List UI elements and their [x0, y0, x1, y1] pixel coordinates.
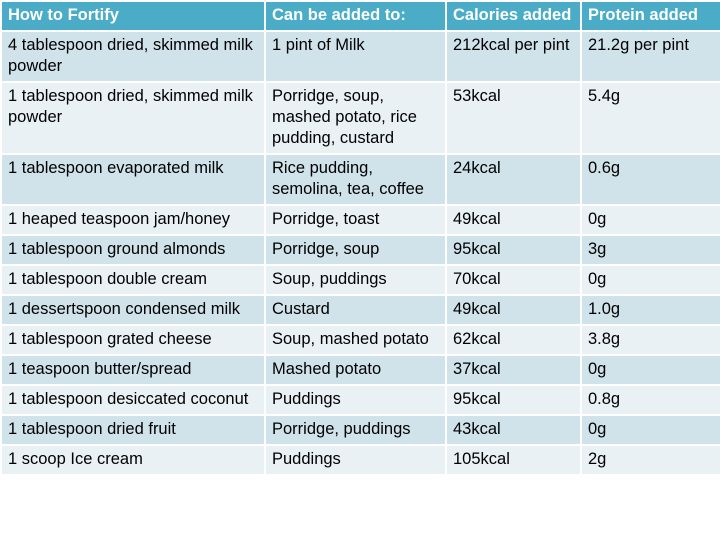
table-row: 1 tablespoon dried fruit Porridge, puddi…: [0, 414, 720, 446]
cell-calories-added: 95kcal: [445, 234, 582, 266]
cell-calories-added: 53kcal: [445, 81, 582, 155]
cell-can-be-added-to: Porridge, toast: [264, 204, 447, 236]
column-header-protein-added: Protein added: [580, 0, 720, 32]
cell-can-be-added-to: Mashed potato: [264, 354, 447, 386]
cell-how-to-fortify: 1 tablespoon desiccated coconut: [0, 384, 266, 416]
cell-protein-added: 0.8g: [580, 384, 720, 416]
column-header-can-be-added-to: Can be added to:: [264, 0, 447, 32]
table-row: 1 tablespoon ground almonds Porridge, so…: [0, 234, 720, 266]
cell-protein-added: 3.8g: [580, 324, 720, 356]
cell-protein-added: 5.4g: [580, 81, 720, 155]
cell-can-be-added-to: Rice pudding, semolina, tea, coffee: [264, 153, 447, 206]
cell-protein-added: 1.0g: [580, 294, 720, 326]
cell-calories-added: 24kcal: [445, 153, 582, 206]
table-row: 1 tablespoon evaporated milk Rice puddin…: [0, 153, 720, 206]
cell-protein-added: 3g: [580, 234, 720, 266]
cell-how-to-fortify: 1 teaspoon butter/spread: [0, 354, 266, 386]
cell-how-to-fortify: 1 tablespoon dried fruit: [0, 414, 266, 446]
cell-calories-added: 49kcal: [445, 294, 582, 326]
table-header-row: How to Fortify Can be added to: Calories…: [0, 0, 720, 32]
cell-how-to-fortify: 4 tablespoon dried, skimmed milk powder: [0, 30, 266, 83]
table-row: 1 tablespoon dried, skimmed milk powder …: [0, 81, 720, 155]
table-row: 1 tablespoon double cream Soup, puddings…: [0, 264, 720, 296]
cell-protein-added: 0g: [580, 354, 720, 386]
cell-protein-added: 0g: [580, 264, 720, 296]
cell-can-be-added-to: Custard: [264, 294, 447, 326]
cell-calories-added: 43kcal: [445, 414, 582, 446]
cell-how-to-fortify: 1 tablespoon grated cheese: [0, 324, 266, 356]
cell-how-to-fortify: 1 tablespoon evaporated milk: [0, 153, 266, 206]
column-header-calories-added: Calories added: [445, 0, 582, 32]
cell-can-be-added-to: Porridge, puddings: [264, 414, 447, 446]
cell-protein-added: 0.6g: [580, 153, 720, 206]
cell-calories-added: 95kcal: [445, 384, 582, 416]
cell-calories-added: 62kcal: [445, 324, 582, 356]
table-row: 1 teaspoon butter/spread Mashed potato 3…: [0, 354, 720, 386]
table-row: 1 dessertspoon condensed milk Custard 49…: [0, 294, 720, 326]
table-row: 1 tablespoon desiccated coconut Puddings…: [0, 384, 720, 416]
cell-can-be-added-to: Porridge, soup, mashed potato, rice pudd…: [264, 81, 447, 155]
cell-can-be-added-to: Soup, mashed potato: [264, 324, 447, 356]
cell-can-be-added-to: Puddings: [264, 384, 447, 416]
cell-how-to-fortify: 1 heaped teaspoon jam/honey: [0, 204, 266, 236]
cell-how-to-fortify: 1 tablespoon double cream: [0, 264, 266, 296]
cell-protein-added: 0g: [580, 414, 720, 446]
cell-can-be-added-to: Soup, puddings: [264, 264, 447, 296]
cell-how-to-fortify: 1 tablespoon dried, skimmed milk powder: [0, 81, 266, 155]
cell-calories-added: 212kcal per pint: [445, 30, 582, 83]
cell-protein-added: 0g: [580, 204, 720, 236]
table-row: 1 tablespoon grated cheese Soup, mashed …: [0, 324, 720, 356]
table-row: 1 heaped teaspoon jam/honey Porridge, to…: [0, 204, 720, 236]
cell-calories-added: 49kcal: [445, 204, 582, 236]
table-row: 4 tablespoon dried, skimmed milk powder …: [0, 30, 720, 83]
cell-protein-added: 21.2g per pint: [580, 30, 720, 83]
cell-how-to-fortify: 1 scoop Ice cream: [0, 444, 266, 476]
cell-can-be-added-to: Porridge, soup: [264, 234, 447, 266]
cell-can-be-added-to: Puddings: [264, 444, 447, 476]
cell-protein-added: 2g: [580, 444, 720, 476]
cell-how-to-fortify: 1 dessertspoon condensed milk: [0, 294, 266, 326]
column-header-how-to-fortify: How to Fortify: [0, 0, 266, 32]
fortify-table: How to Fortify Can be added to: Calories…: [0, 0, 720, 476]
table-row: 1 scoop Ice cream Puddings 105kcal 2g: [0, 444, 720, 476]
cell-calories-added: 105kcal: [445, 444, 582, 476]
cell-can-be-added-to: 1 pint of Milk: [264, 30, 447, 83]
cell-calories-added: 70kcal: [445, 264, 582, 296]
cell-how-to-fortify: 1 tablespoon ground almonds: [0, 234, 266, 266]
cell-calories-added: 37kcal: [445, 354, 582, 386]
